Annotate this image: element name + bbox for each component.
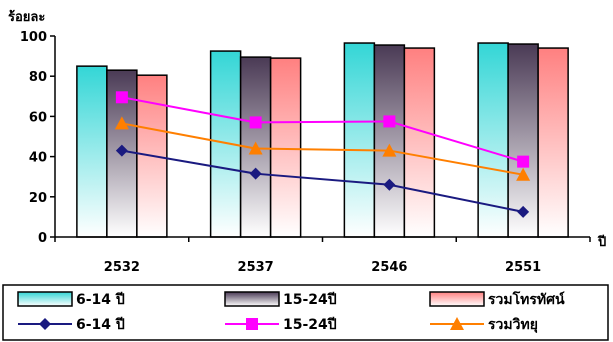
lines-group [114,91,531,218]
legend-bar-label-1: 15-24ปี [283,292,337,308]
legend-line-label-1: 15-24ปี [283,317,337,333]
point-0-3 [517,205,530,218]
x-tick-label-3: 2551 [505,260,541,275]
legend: 6-14 ปี 15-24ปี รวมโทรทัศน์6-14 ปี 15-24ปีร… [2,284,609,341]
line-2 [121,122,524,176]
x-tick-label-2: 2546 [371,260,407,275]
x-tick-label-1: 2537 [238,260,274,275]
bar-1-2 [373,44,406,238]
x-axis-title: ปี [597,234,606,250]
point-1-3 [517,155,530,168]
y-tick-label-0: 0 [38,231,47,246]
point-1-0 [115,91,128,104]
y-axis-title: ร้อยละ [8,9,45,25]
point-0-1 [249,167,262,180]
point-1-2 [383,115,396,128]
legend-bar-label-2: รวมโทรทัศน์ [488,290,565,308]
point-0-2 [383,178,396,191]
y-tick-label-3: 60 [29,110,47,125]
point-2-3 [516,167,531,181]
y-tick-label-2: 40 [29,151,47,166]
point-2-0 [114,116,129,130]
bars-group [76,42,569,238]
legend-box [2,284,609,341]
point-2-1 [248,141,263,155]
legend-line-marker-2 [450,317,464,330]
y-tick-label-1: 20 [29,191,47,206]
line-1 [121,96,524,163]
bar-2-3 [537,47,569,238]
legend-line-label-0: 6-14 ปี [76,317,125,333]
legend-line-marker-0 [39,318,51,330]
bar-0-2 [343,42,376,238]
point-2-2 [382,143,397,157]
legend-bar-swatch-2 [429,291,485,307]
x-tick-label-0: 2532 [104,260,140,275]
point-0-0 [115,144,128,157]
legend-bar-swatch-1 [224,291,280,307]
y-tick-label-4: 80 [29,70,47,85]
legend-bar-swatch-0 [17,291,73,307]
axes-group: 0 20 40 60 80 100 2532 2537 2546 2551 [20,30,591,275]
bar-2-2 [403,47,436,238]
y-tick-label-5: 100 [20,30,47,45]
point-1-1 [249,116,262,129]
legend-line-marker-1 [246,318,258,330]
legend-line-label-2: รวมวิทยุ [488,317,538,333]
bar-0-0 [76,65,108,238]
legend-bar-label-0: 6-14 ปี [76,292,125,308]
bar-2-1 [269,57,302,238]
line-0 [121,149,524,213]
